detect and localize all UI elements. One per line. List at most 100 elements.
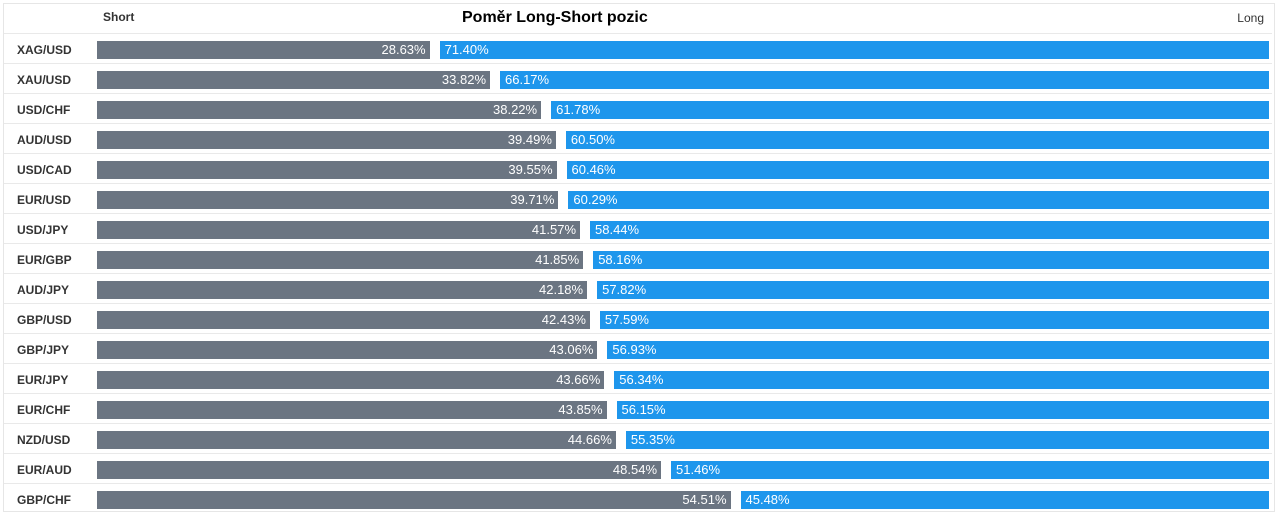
table-row: EUR/AUD 48.54% 51.46%	[4, 453, 1272, 483]
pair-label: XAG/USD	[17, 43, 72, 57]
short-bar: 33.82%	[97, 71, 490, 89]
short-bar: 43.06%	[97, 341, 598, 359]
table-row: EUR/CHF 43.85% 56.15%	[4, 393, 1272, 423]
short-bar: 44.66%	[97, 431, 616, 449]
long-bar: 45.48%	[740, 491, 1269, 509]
pair-label: EUR/USD	[17, 193, 72, 207]
short-bar: 38.22%	[97, 101, 542, 119]
table-row: GBP/JPY 43.06% 56.93%	[4, 333, 1272, 363]
long-bar: 56.93%	[607, 341, 1269, 359]
long-bar: 57.82%	[597, 281, 1269, 299]
table-row: USD/JPY 41.57% 58.44%	[4, 213, 1272, 243]
pair-label: GBP/JPY	[17, 343, 70, 357]
short-percent-label: 38.22%	[493, 102, 538, 117]
long-bar: 57.59%	[599, 311, 1269, 329]
long-bar: 60.29%	[568, 191, 1269, 209]
table-row: XAG/USD 28.63% 71.40%	[4, 33, 1272, 63]
table-row: AUD/JPY 42.18% 57.82%	[4, 273, 1272, 303]
short-percent-label: 39.55%	[508, 162, 553, 177]
short-bar: 54.51%	[97, 491, 731, 509]
short-percent-label: 41.85%	[535, 252, 580, 267]
table-row: EUR/GBP 41.85% 58.16%	[4, 243, 1272, 273]
pair-label: EUR/JPY	[17, 373, 69, 387]
long-bar: 58.44%	[590, 221, 1269, 239]
table-row: EUR/JPY 43.66% 56.34%	[4, 363, 1272, 393]
pair-label: AUD/USD	[17, 133, 72, 147]
short-percent-label: 44.66%	[567, 432, 612, 447]
long-percent-label: 61.78%	[556, 102, 601, 117]
short-bar: 43.85%	[97, 401, 607, 419]
short-percent-label: 42.18%	[539, 282, 584, 297]
pair-label: GBP/CHF	[17, 493, 71, 507]
long-bar: 55.35%	[625, 431, 1269, 449]
short-percent-label: 43.66%	[556, 372, 601, 387]
long-percent-label: 71.40%	[444, 42, 489, 57]
short-bar: 41.85%	[97, 251, 584, 269]
long-percent-label: 58.16%	[598, 252, 643, 267]
short-percent-label: 41.57%	[531, 222, 576, 237]
table-row: AUD/USD 39.49% 60.50%	[4, 123, 1272, 153]
short-percent-label: 43.06%	[549, 342, 594, 357]
table-row: EUR/USD 39.71% 60.29%	[4, 183, 1272, 213]
long-percent-label: 56.34%	[619, 372, 664, 387]
pair-label: USD/JPY	[17, 223, 69, 237]
pair-label: EUR/GBP	[17, 253, 72, 267]
short-bar: 39.71%	[97, 191, 559, 209]
short-bar: 42.43%	[97, 311, 590, 329]
short-bar: 48.54%	[97, 461, 661, 479]
long-percent-label: 60.50%	[570, 132, 615, 147]
short-bar: 43.66%	[97, 371, 605, 389]
long-percent-label: 60.46%	[571, 162, 616, 177]
short-percent-label: 33.82%	[441, 72, 486, 87]
long-bar: 61.78%	[551, 101, 1269, 119]
pair-label: NZD/USD	[17, 433, 71, 447]
short-header-label: Short	[103, 10, 135, 24]
short-percent-label: 39.49%	[507, 132, 552, 147]
short-percent-label: 54.51%	[682, 492, 727, 507]
pair-label: GBP/USD	[17, 313, 72, 327]
pair-label: XAU/USD	[17, 73, 72, 87]
table-row: NZD/USD 44.66% 55.35%	[4, 423, 1272, 453]
short-percent-label: 48.54%	[612, 462, 657, 477]
long-bar: 56.34%	[614, 371, 1269, 389]
short-percent-label: 43.85%	[558, 402, 603, 417]
short-percent-label: 42.43%	[541, 312, 586, 327]
long-percent-label: 56.15%	[621, 402, 666, 417]
long-percent-label: 60.29%	[573, 192, 618, 207]
pair-label: USD/CAD	[17, 163, 72, 177]
long-bar: 60.46%	[566, 161, 1269, 179]
long-bar: 58.16%	[593, 251, 1269, 269]
table-row: USD/CHF 38.22% 61.78%	[4, 93, 1272, 123]
short-bar: 39.49%	[97, 131, 556, 149]
long-bar: 60.50%	[565, 131, 1269, 149]
long-bar: 66.17%	[500, 71, 1269, 89]
long-bar: 51.46%	[671, 461, 1269, 479]
chart-title: Poměr Long-Short pozic	[462, 9, 648, 26]
long-bar: 56.15%	[616, 401, 1269, 419]
long-percent-label: 57.59%	[604, 312, 649, 327]
table-row: GBP/USD 42.43% 57.59%	[4, 303, 1272, 333]
short-percent-label: 39.71%	[510, 192, 555, 207]
short-bar: 42.18%	[97, 281, 588, 299]
short-bar: 39.55%	[97, 161, 557, 179]
table-row: GBP/CHF 54.51% 45.48%	[4, 483, 1272, 513]
long-percent-label: 55.35%	[630, 432, 675, 447]
pair-label: EUR/AUD	[17, 463, 72, 477]
long-percent-label: 57.82%	[602, 282, 647, 297]
short-bar: 41.57%	[97, 221, 580, 239]
pair-label: EUR/CHF	[17, 403, 71, 417]
table-row: XAU/USD 33.82% 66.17%	[4, 63, 1272, 93]
long-bar: 71.40%	[439, 41, 1269, 59]
long-percent-label: 51.46%	[676, 462, 721, 477]
table-row: USD/CAD 39.55% 60.46%	[4, 153, 1272, 183]
short-percent-label: 28.63%	[381, 42, 426, 57]
long-header-label: Long	[1237, 11, 1264, 25]
pair-label: USD/CHF	[17, 103, 71, 117]
long-percent-label: 56.93%	[612, 342, 657, 357]
long-percent-label: 66.17%	[505, 72, 550, 87]
chart-panel	[3, 3, 1275, 512]
pair-label: AUD/JPY	[17, 283, 70, 297]
long-percent-label: 58.44%	[595, 222, 640, 237]
long-percent-label: 45.48%	[745, 492, 790, 507]
short-bar: 28.63%	[97, 41, 430, 59]
